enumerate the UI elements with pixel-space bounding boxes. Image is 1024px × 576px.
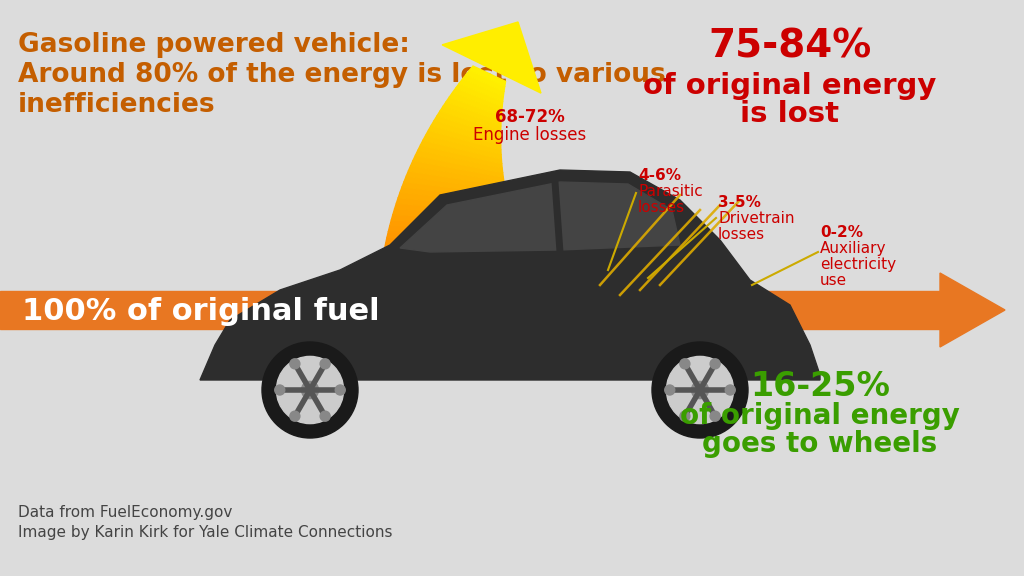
- Polygon shape: [446, 97, 502, 122]
- Text: losses: losses: [638, 200, 685, 215]
- Polygon shape: [418, 145, 502, 168]
- Text: 4-6%: 4-6%: [638, 168, 681, 183]
- Polygon shape: [387, 232, 518, 237]
- Text: 75-84%: 75-84%: [709, 28, 871, 66]
- Circle shape: [725, 385, 735, 395]
- Circle shape: [710, 359, 720, 369]
- Circle shape: [321, 359, 330, 369]
- Text: of original energy: of original energy: [643, 72, 937, 100]
- Polygon shape: [431, 121, 501, 145]
- Polygon shape: [453, 88, 502, 112]
- Circle shape: [290, 359, 300, 369]
- Circle shape: [301, 381, 318, 399]
- Polygon shape: [434, 116, 501, 141]
- Circle shape: [710, 411, 720, 421]
- Polygon shape: [404, 176, 506, 195]
- Text: is lost: is lost: [740, 100, 840, 128]
- Polygon shape: [200, 170, 820, 380]
- Polygon shape: [381, 251, 525, 267]
- Polygon shape: [442, 22, 541, 93]
- Circle shape: [335, 385, 345, 395]
- Polygon shape: [393, 209, 512, 219]
- Polygon shape: [377, 277, 539, 310]
- Text: Engine losses: Engine losses: [473, 126, 587, 144]
- Polygon shape: [407, 171, 506, 190]
- Circle shape: [652, 342, 748, 438]
- Polygon shape: [400, 182, 680, 252]
- Circle shape: [680, 411, 690, 421]
- Polygon shape: [377, 284, 544, 321]
- Text: 0-2%: 0-2%: [820, 225, 863, 240]
- Polygon shape: [459, 79, 503, 101]
- Circle shape: [290, 411, 300, 421]
- Polygon shape: [437, 111, 501, 136]
- Polygon shape: [413, 156, 503, 177]
- Text: 68-72%: 68-72%: [496, 108, 565, 126]
- Text: Around 80% of the energy is lost to various: Around 80% of the energy is lost to vari…: [18, 62, 666, 88]
- Polygon shape: [396, 198, 510, 211]
- Circle shape: [262, 342, 358, 438]
- Polygon shape: [379, 266, 534, 291]
- Text: use: use: [820, 273, 847, 288]
- Polygon shape: [411, 161, 504, 181]
- Polygon shape: [456, 84, 503, 107]
- Polygon shape: [379, 263, 531, 285]
- Polygon shape: [391, 215, 514, 223]
- Polygon shape: [450, 93, 502, 116]
- Polygon shape: [428, 126, 501, 150]
- Circle shape: [667, 357, 733, 423]
- Polygon shape: [380, 259, 529, 279]
- Polygon shape: [426, 130, 501, 154]
- Polygon shape: [394, 203, 511, 215]
- Polygon shape: [377, 281, 541, 316]
- Polygon shape: [409, 166, 505, 186]
- Circle shape: [665, 385, 675, 395]
- Polygon shape: [390, 220, 515, 228]
- Polygon shape: [466, 70, 505, 92]
- Text: Data from FuelEconomy.gov: Data from FuelEconomy.gov: [18, 505, 232, 520]
- Circle shape: [691, 381, 709, 399]
- Polygon shape: [440, 107, 501, 131]
- Text: losses: losses: [718, 227, 765, 242]
- Polygon shape: [443, 102, 501, 126]
- Polygon shape: [381, 255, 527, 273]
- Polygon shape: [420, 141, 502, 164]
- Text: Auxiliary: Auxiliary: [820, 241, 887, 256]
- Bar: [0, 291, 940, 329]
- Polygon shape: [383, 244, 522, 255]
- Polygon shape: [386, 236, 519, 243]
- Text: 3-5%: 3-5%: [718, 195, 761, 210]
- Text: Gasoline powered vehicle:: Gasoline powered vehicle:: [18, 32, 410, 58]
- Polygon shape: [940, 273, 1005, 347]
- Polygon shape: [384, 240, 521, 249]
- Text: Drivetrain: Drivetrain: [718, 211, 795, 226]
- Text: of original energy: of original energy: [680, 402, 959, 430]
- Polygon shape: [378, 274, 537, 304]
- Text: inefficiencies: inefficiencies: [18, 92, 216, 118]
- Text: 100% of original fuel: 100% of original fuel: [22, 297, 380, 327]
- Polygon shape: [400, 187, 508, 203]
- Polygon shape: [423, 135, 502, 159]
- Polygon shape: [382, 247, 524, 261]
- Circle shape: [321, 411, 330, 421]
- Polygon shape: [388, 226, 516, 232]
- Polygon shape: [398, 192, 509, 207]
- Text: 16-25%: 16-25%: [750, 370, 890, 403]
- Circle shape: [680, 359, 690, 369]
- Polygon shape: [469, 66, 506, 86]
- Polygon shape: [378, 270, 535, 297]
- Text: goes to wheels: goes to wheels: [702, 430, 938, 458]
- Circle shape: [274, 385, 285, 395]
- Text: electricity: electricity: [820, 257, 896, 272]
- Text: Parasitic: Parasitic: [638, 184, 702, 199]
- Polygon shape: [402, 181, 507, 199]
- Polygon shape: [416, 150, 503, 173]
- Circle shape: [276, 357, 344, 423]
- Polygon shape: [463, 75, 504, 97]
- Text: Image by Karin Kirk for Yale Climate Connections: Image by Karin Kirk for Yale Climate Con…: [18, 525, 392, 540]
